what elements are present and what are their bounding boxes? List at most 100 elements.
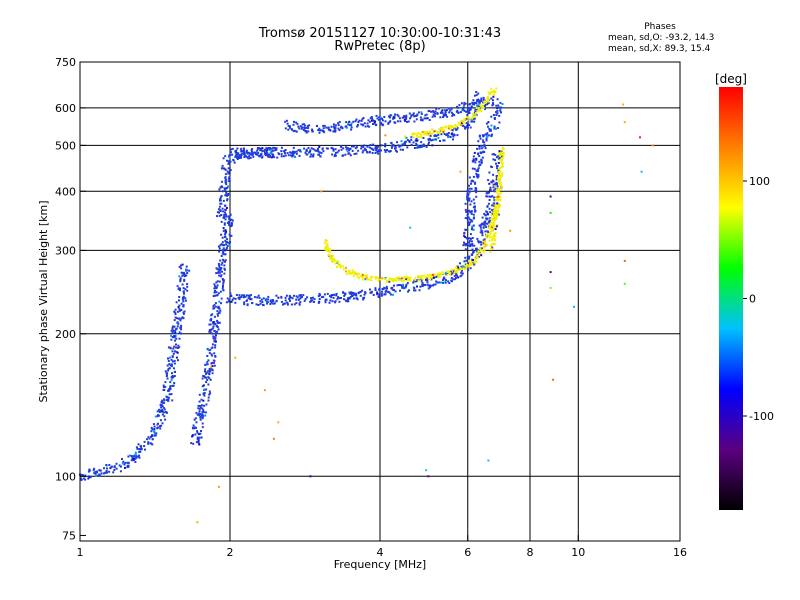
data-point-x	[494, 228, 497, 231]
data-point-o	[172, 384, 175, 387]
data-point-o	[487, 102, 490, 105]
data-point-o	[347, 122, 350, 125]
data-point-o	[251, 152, 254, 155]
data-point-o	[487, 179, 490, 182]
data-point-o	[126, 466, 129, 469]
chart-subtitle: RwPretec (8p)	[334, 39, 426, 54]
data-point-o	[449, 109, 452, 112]
data-point-o	[377, 152, 380, 155]
data-point-o	[178, 296, 181, 298]
data-point-o	[467, 190, 470, 192]
data-point-o	[212, 325, 215, 328]
data-point-o	[408, 289, 410, 292]
data-point-x	[417, 279, 420, 282]
data-point-o	[450, 279, 453, 282]
data-point-o	[174, 311, 177, 314]
data-point-o	[300, 296, 303, 299]
data-point-o	[120, 465, 122, 468]
data-point-o	[241, 150, 244, 152]
data-point-x	[420, 133, 423, 136]
data-point-x	[431, 273, 434, 276]
data-point-x	[405, 136, 408, 139]
data-point-o	[261, 147, 264, 150]
data-point-x	[459, 268, 462, 271]
data-point-o	[383, 116, 386, 118]
data-point-o	[480, 99, 483, 102]
data-point-o	[171, 330, 174, 333]
data-point-o	[365, 149, 367, 152]
data-point-x	[426, 132, 429, 135]
data-point-o	[227, 162, 230, 165]
data-point-o	[489, 130, 492, 132]
data-point-o	[228, 224, 231, 227]
data-point-o	[479, 226, 482, 229]
data-point-o	[171, 328, 174, 331]
data-point-o	[466, 109, 469, 112]
data-point-o	[209, 323, 212, 326]
data-point-x	[348, 269, 351, 272]
data-point-o	[463, 260, 466, 263]
data-point-x	[416, 135, 419, 138]
data-point-o	[159, 425, 161, 428]
data-point-o	[153, 432, 156, 435]
data-point-o	[179, 279, 182, 281]
data-point-o	[180, 302, 183, 305]
data-point-x	[409, 279, 412, 282]
data-point-o	[220, 297, 223, 300]
data-point-x	[423, 274, 426, 277]
data-point-o	[498, 114, 501, 117]
data-point-o	[174, 335, 177, 338]
data-point-x	[357, 272, 360, 275]
data-point-o	[201, 426, 204, 429]
data-point-o	[330, 146, 333, 149]
data-point-scattered	[309, 475, 312, 478]
data-point-o	[322, 127, 325, 130]
data-point-x	[495, 225, 498, 228]
data-point-o	[469, 106, 472, 109]
data-point-o	[424, 117, 427, 120]
data-point-o	[227, 180, 230, 183]
data-point-o	[193, 418, 196, 421]
data-point-o	[466, 190, 469, 193]
data-point-o	[235, 154, 237, 157]
data-point-x	[450, 125, 452, 128]
data-point-o	[186, 272, 189, 274]
data-point-o	[235, 294, 238, 296]
data-point-x	[370, 279, 373, 282]
data-point-o	[480, 147, 483, 150]
data-point-o	[305, 150, 308, 152]
data-point-x	[331, 258, 334, 261]
data-point-o	[223, 222, 226, 225]
data-point-o	[233, 161, 236, 164]
data-point-o	[84, 478, 87, 481]
data-point-o	[228, 176, 231, 179]
data-point-o	[429, 284, 432, 287]
data-point-o	[219, 186, 222, 189]
data-point-o	[222, 289, 225, 292]
data-point-o	[325, 147, 328, 150]
data-point-x	[471, 116, 474, 119]
data-point-o	[207, 399, 210, 402]
data-point-x	[333, 259, 336, 262]
data-point-o	[317, 129, 320, 132]
data-point-o	[88, 469, 91, 472]
data-point-x	[493, 207, 496, 210]
data-point-o	[466, 195, 469, 198]
data-point-o	[460, 265, 463, 268]
data-point-o	[456, 134, 459, 137]
data-point-x	[500, 166, 503, 169]
data-point-o	[167, 346, 170, 349]
data-point-o	[410, 138, 413, 141]
data-point-x	[482, 242, 485, 245]
data-point-x	[496, 191, 499, 194]
data-point-o	[333, 127, 336, 130]
data-point-o	[310, 297, 312, 300]
x-tick-label: 16	[673, 546, 687, 559]
grid-lines	[80, 62, 680, 541]
data-point-x	[450, 268, 453, 271]
data-point-o	[492, 202, 495, 205]
data-point-o	[378, 149, 380, 152]
data-point-o	[381, 117, 383, 120]
data-point-o	[486, 211, 489, 214]
data-point-o	[371, 117, 374, 120]
